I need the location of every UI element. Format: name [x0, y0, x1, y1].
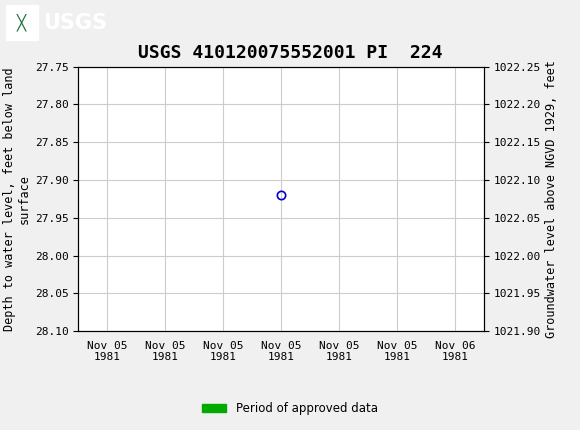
Y-axis label: Groundwater level above NGVD 1929, feet: Groundwater level above NGVD 1929, feet	[545, 60, 559, 338]
Y-axis label: Depth to water level, feet below land
surface: Depth to water level, feet below land su…	[3, 67, 31, 331]
Text: ╳: ╳	[17, 14, 26, 31]
Bar	[6, 6, 38, 40]
Text: USGS 410120075552001 PI  224: USGS 410120075552001 PI 224	[138, 44, 442, 62]
Legend: Period of approved data: Period of approved data	[198, 397, 382, 420]
Text: USGS: USGS	[44, 12, 107, 33]
